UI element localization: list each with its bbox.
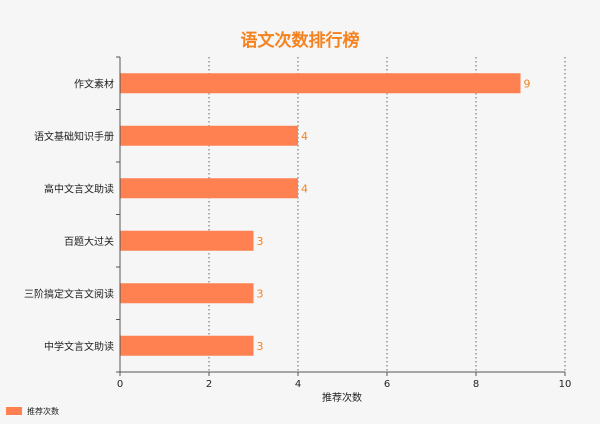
y-category-label: 三阶搞定文言文阅读 — [24, 287, 114, 300]
x-tick-label: 2 — [206, 379, 212, 390]
bar-value-label: 4 — [301, 182, 308, 195]
bar-value-label: 9 — [524, 77, 531, 90]
y-category-label: 作文素材 — [74, 77, 114, 90]
bar-value-label: 3 — [257, 340, 264, 353]
y-category-label: 百题大过关 — [64, 235, 114, 248]
bar[interactable] — [120, 178, 298, 199]
bar-value-label: 3 — [257, 235, 264, 248]
bar[interactable] — [120, 125, 298, 146]
bar[interactable] — [120, 335, 254, 356]
legend-label[interactable]: 推荐次数 — [27, 406, 59, 416]
bars: 9 4 4 3 3 3 — [120, 73, 531, 356]
y-category-label: 高中文言文助读 — [44, 182, 114, 195]
bar[interactable] — [120, 230, 254, 251]
x-tick-label: 10 — [559, 379, 572, 390]
x-tick-label: 4 — [295, 379, 301, 390]
legend-swatch[interactable] — [6, 407, 22, 415]
y-category-label: 语文基础知识手册 — [34, 130, 114, 143]
x-tick-label: 6 — [384, 379, 390, 390]
x-tick-label: 8 — [473, 379, 479, 390]
y-category-label: 中学文言文助读 — [44, 340, 114, 353]
bar-value-label: 3 — [257, 287, 264, 300]
axes: 0 2 4 6 8 10 作文素材语文基础知识手册高中文言文助读百题大过关三阶搞定文言文阅读… — [24, 56, 572, 390]
x-tick-label: 0 — [117, 379, 123, 390]
bar-value-label: 4 — [301, 130, 308, 143]
chart-title: 语文次数排行榜 — [241, 30, 360, 51]
bar[interactable] — [120, 283, 254, 304]
bar[interactable] — [120, 73, 521, 94]
grid — [208, 57, 566, 372]
x-axis-title: 推荐次数 — [322, 391, 362, 404]
